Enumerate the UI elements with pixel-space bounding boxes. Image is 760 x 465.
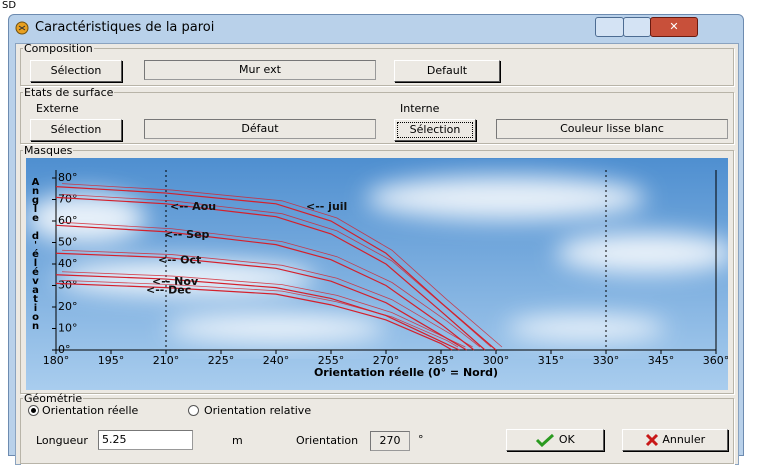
dialog-body: Composition Sélection Mur ext Default Et… [15, 43, 739, 465]
unit: ° [418, 433, 424, 446]
x-tick-label: 315° [538, 354, 565, 367]
geometry-group: Géométrie [20, 392, 734, 464]
minimize-button[interactable] [595, 17, 624, 37]
button[interactable]: Sélection [30, 60, 122, 82]
x-tick-label: 360° [703, 354, 728, 367]
radio-label: Orientation relative [204, 404, 311, 417]
x-tick-label: 240° [263, 354, 290, 367]
button[interactable]: Sélection [394, 119, 476, 141]
dialog-window: Caractéristiques de la paroi ✕ Compositi… [8, 14, 744, 456]
radio-checked[interactable] [28, 405, 39, 416]
radio-label: Orientation réelle [42, 404, 138, 417]
series-label: <-- Aou [170, 200, 216, 213]
text-field: Mur ext [144, 60, 376, 80]
y-axis-label: Angle d'élévation [30, 177, 40, 330]
y-tick-label: 80° [58, 171, 78, 184]
text-field: Défaut [144, 119, 376, 139]
x-tick-label: 195° [98, 354, 125, 367]
button[interactable]: Sélection [30, 119, 122, 141]
y-tick-label: 20° [58, 300, 78, 313]
ok-button[interactable]: OK [506, 429, 604, 451]
x-tick-label: 345° [648, 354, 675, 367]
button[interactable]: Default [394, 60, 500, 82]
y-tick-label: 40° [58, 257, 78, 270]
series-label: <-- juil [306, 200, 347, 213]
unit: m [232, 434, 243, 447]
label: Orientation [296, 434, 358, 447]
close-button[interactable]: ✕ [650, 17, 698, 37]
chart: 0°10°20°30°40°50°60°70°80°180°195°210°22… [26, 158, 728, 390]
window-title: Caractéristiques de la paroi [35, 20, 214, 35]
window-icon [15, 21, 29, 35]
page: SD Caractéristiques de la paroi ✕ Compos… [0, 0, 760, 444]
x-tick-label: 210° [153, 354, 180, 367]
length-input[interactable]: 5.25 [98, 430, 193, 450]
x-icon [645, 433, 659, 447]
maximize-button[interactable] [623, 17, 651, 37]
group-legend: Etats de surface [23, 86, 114, 99]
y-tick-label: 10° [58, 322, 78, 335]
series-label: <-- Sep [164, 228, 210, 241]
button-label: Annuler [662, 433, 705, 446]
x-axis-label: Orientation réelle (0° = Nord) [314, 366, 498, 379]
label: Externe [36, 102, 79, 115]
group-legend: Masques [23, 144, 73, 157]
cancel-button[interactable]: Annuler [622, 429, 728, 451]
button-label: OK [559, 433, 575, 446]
label: Longueur [36, 434, 88, 447]
group-legend: Composition [23, 42, 94, 55]
label: Interne [400, 102, 439, 115]
check-icon [535, 433, 555, 447]
radio[interactable] [188, 405, 199, 416]
text-field: Couleur lisse blanc [496, 119, 728, 139]
orientation-field: 270 [370, 431, 410, 451]
series-label: <-- Dec [146, 284, 191, 297]
y-tick-label: 50° [58, 236, 78, 249]
x-tick-label: 180° [43, 354, 70, 367]
x-tick-label: 225° [208, 354, 235, 367]
corner-text: SD [2, 0, 16, 11]
x-tick-label: 330° [593, 354, 620, 367]
composition-group: Composition [20, 42, 734, 86]
series-label: <-- Oct [158, 254, 201, 267]
